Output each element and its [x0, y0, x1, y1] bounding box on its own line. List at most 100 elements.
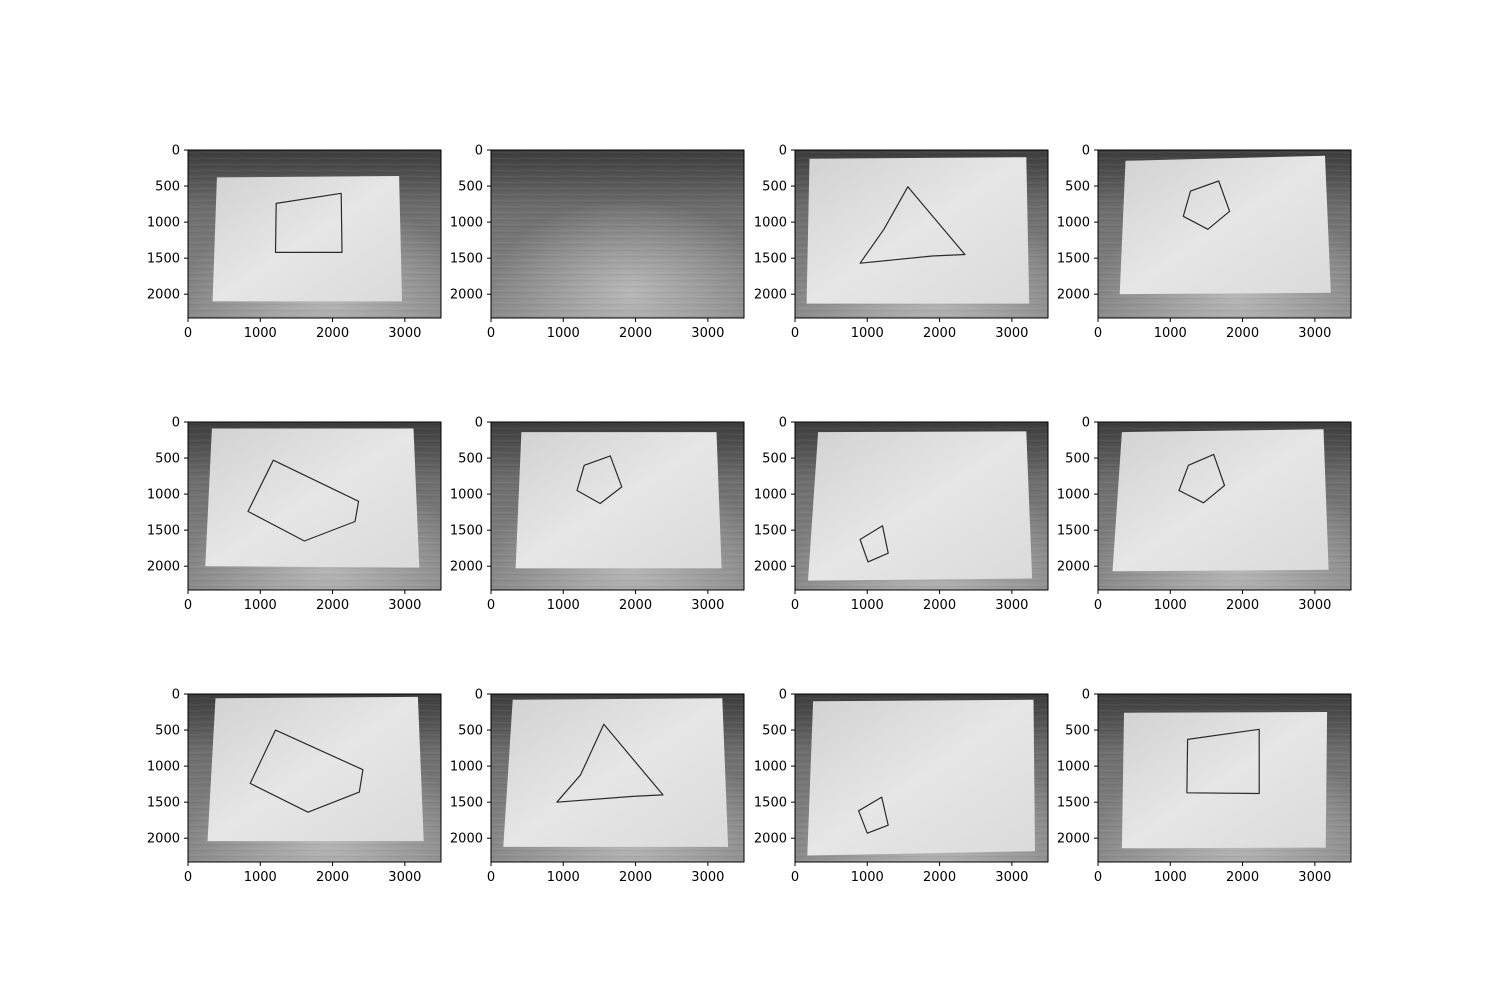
- y-tick-label: 1500: [147, 524, 180, 539]
- x-tick-label: 3000: [691, 326, 724, 341]
- x-tick-label: 0: [1094, 870, 1102, 885]
- y-tick-label: 2000: [1057, 288, 1090, 303]
- y-tick-label: 1000: [147, 488, 180, 503]
- y-tick-label: 0: [172, 144, 180, 159]
- y-tick-label: 2000: [147, 832, 180, 847]
- y-tick-label: 1500: [754, 252, 787, 267]
- panel-12: 0 1000 2000 3000 0 500 1000 1500 2000: [1057, 688, 1351, 886]
- x-tick-label: 1000: [1154, 598, 1187, 613]
- x-tick-label: 3000: [1298, 870, 1331, 885]
- x-tick-label: 3000: [691, 598, 724, 613]
- paper-sheet: [1113, 429, 1329, 571]
- y-tick-label: 2000: [1057, 560, 1090, 575]
- x-tick-label: 3000: [995, 598, 1028, 613]
- y-tick-label: 1000: [1057, 216, 1090, 231]
- x-tick-label: 0: [1094, 598, 1102, 613]
- x-tick-label: 2000: [1226, 598, 1259, 613]
- panel-8: 0 1000 2000 3000 0 500 1000 1500 2000: [1057, 416, 1351, 614]
- paper-sheet: [213, 176, 402, 301]
- y-tick-label: 1000: [147, 216, 180, 231]
- y-tick-label: 0: [779, 144, 787, 159]
- panel-11: 0 1000 2000 3000 0 500 1000 1500 2000: [754, 688, 1048, 886]
- y-tick-label: 500: [458, 180, 483, 195]
- y-tick-label: 0: [779, 416, 787, 431]
- x-tick-label: 3000: [388, 870, 421, 885]
- x-tick-label: 1000: [851, 870, 884, 885]
- x-tick-label: 3000: [388, 326, 421, 341]
- y-tick-label: 1500: [147, 252, 180, 267]
- x-tick-label: 1000: [851, 598, 884, 613]
- x-tick-label: 1000: [1154, 326, 1187, 341]
- x-tick-label: 3000: [691, 870, 724, 885]
- y-tick-label: 500: [762, 452, 787, 467]
- x-tick-label: 0: [791, 598, 799, 613]
- paper-sheet: [1122, 712, 1327, 848]
- panel-9: 0 1000 2000 3000 0 500 1000 1500 2000: [147, 688, 441, 886]
- y-tick-label: 2000: [450, 832, 483, 847]
- y-tick-label: 2000: [147, 560, 180, 575]
- paper-sheet: [807, 700, 1035, 856]
- panel-5: 0 1000 2000 3000 0 500 1000 1500 2000: [147, 416, 441, 614]
- x-tick-label: 2000: [923, 326, 956, 341]
- y-tick-label: 0: [1082, 688, 1090, 703]
- x-tick-label: 3000: [995, 870, 1028, 885]
- y-tick-label: 0: [1082, 416, 1090, 431]
- y-tick-label: 1000: [450, 760, 483, 775]
- y-tick-label: 500: [155, 452, 180, 467]
- paper-sheet: [808, 431, 1032, 580]
- panel-6: 0 1000 2000 30000500100015002000: [450, 416, 744, 614]
- y-tick-label: 1000: [754, 488, 787, 503]
- panel-7: 0 1000 2000 3000 0 500 1000 1500 2000: [754, 416, 1048, 614]
- paper-sheet: [503, 698, 728, 847]
- x-tick-label: 2000: [316, 598, 349, 613]
- x-tick-label: 3000: [388, 598, 421, 613]
- panel-2: 0 1000 2000 30000500100015002000: [450, 144, 744, 342]
- y-tick-label: 1500: [147, 796, 180, 811]
- x-tick-label: 2000: [619, 598, 652, 613]
- y-tick-label: 2000: [754, 288, 787, 303]
- x-tick-label: 0: [184, 598, 192, 613]
- panel-grid: 0 1000 2000 3000 0 500 1000 1500 2000 0 1000 2000 30…: [147, 144, 1351, 886]
- y-tick-label: 2000: [754, 832, 787, 847]
- y-tick-label: 500: [458, 452, 483, 467]
- y-tick-label: 1500: [1057, 796, 1090, 811]
- x-tick-label: 2000: [1226, 870, 1259, 885]
- y-tick-label: 0: [475, 416, 483, 431]
- x-tick-label: 1000: [851, 326, 884, 341]
- y-tick-label: 0: [779, 688, 787, 703]
- panel-3: 0 1000 2000 3000 0 500 1000 1500 2000: [754, 144, 1048, 342]
- x-tick-label: 0: [184, 870, 192, 885]
- paper-sheet: [205, 429, 419, 568]
- x-tick-label: 3000: [1298, 326, 1331, 341]
- x-tick-label: 1000: [547, 598, 580, 613]
- paper-sheet: [516, 432, 722, 568]
- y-tick-label: 1500: [450, 796, 483, 811]
- y-tick-label: 1000: [754, 216, 787, 231]
- y-tick-label: 500: [155, 180, 180, 195]
- y-tick-label: 500: [762, 724, 787, 739]
- x-tick-label: 1000: [244, 326, 277, 341]
- y-tick-label: 1000: [450, 488, 483, 503]
- y-tick-label: 1000: [1057, 488, 1090, 503]
- x-tick-label: 2000: [316, 870, 349, 885]
- y-tick-label: 0: [475, 144, 483, 159]
- x-tick-label: 3000: [1298, 598, 1331, 613]
- y-tick-label: 500: [1065, 452, 1090, 467]
- x-tick-label: 2000: [316, 326, 349, 341]
- x-tick-label: 2000: [923, 870, 956, 885]
- x-tick-label: 0: [791, 870, 799, 885]
- y-tick-label: 2000: [450, 288, 483, 303]
- paper-sheet: [807, 157, 1030, 303]
- x-tick-label: 2000: [923, 598, 956, 613]
- y-tick-label: 2000: [1057, 832, 1090, 847]
- x-tick-label: 2000: [619, 870, 652, 885]
- paper-sheet: [1120, 156, 1331, 294]
- x-tick-label: 1000: [1154, 870, 1187, 885]
- x-tick-label: 1000: [244, 598, 277, 613]
- panel-4: 0 1000 2000 3000 0 500 1000 1500 2000: [1057, 144, 1351, 342]
- x-tick-label: 1000: [547, 870, 580, 885]
- y-tick-label: 1500: [450, 252, 483, 267]
- x-tick-label: 0: [1094, 326, 1102, 341]
- x-tick-label: 0: [184, 326, 192, 341]
